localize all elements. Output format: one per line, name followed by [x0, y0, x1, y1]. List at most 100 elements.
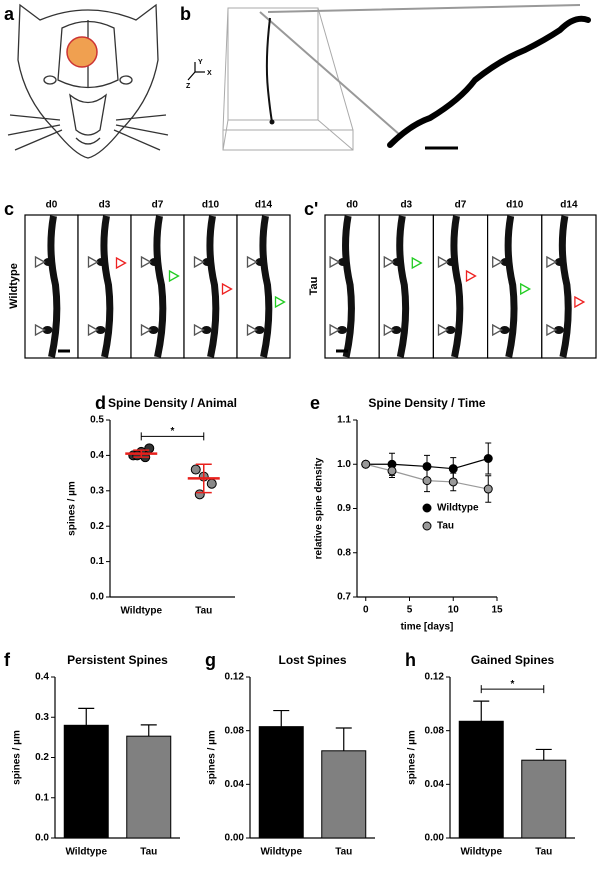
data-point — [448, 477, 458, 487]
panel-label: f — [4, 650, 11, 670]
data-point — [483, 484, 493, 494]
arrowhead — [221, 282, 233, 296]
y-tick-label: 0.1 — [90, 556, 104, 567]
arrowhead — [140, 323, 152, 337]
arrowhead — [87, 323, 99, 337]
day-label: d10 — [202, 200, 220, 211]
significance-bracket — [480, 685, 545, 694]
chart-title: Gained Spines — [471, 653, 555, 667]
day-label: d14 — [255, 200, 273, 211]
y-axis-label: relative spine density — [314, 457, 325, 559]
y-tick-label: 0.04 — [225, 779, 245, 790]
arrowhead — [411, 256, 423, 270]
y-tick-label: 0.4 — [35, 672, 49, 683]
spine — [553, 326, 564, 334]
spine — [554, 258, 565, 266]
x-tick-label: Wildtype — [120, 606, 162, 617]
soma — [269, 119, 275, 125]
y-tick-label: 0.08 — [425, 725, 445, 736]
neuron — [265, 17, 273, 123]
y-tick-label: 0.7 — [337, 592, 351, 603]
y-tick-label: 0.04 — [425, 779, 445, 790]
chart-title: Spine Density / Animal — [108, 396, 237, 410]
arrowhead — [437, 323, 449, 337]
error-bar — [78, 707, 95, 726]
error-bar — [473, 700, 490, 722]
dendrite — [342, 215, 355, 358]
dendrite — [504, 215, 518, 358]
day-label: d7 — [455, 200, 467, 211]
volume-box — [222, 4, 581, 151]
error-bar — [273, 709, 290, 727]
data-point — [132, 450, 143, 461]
spine — [149, 258, 160, 266]
y-tick-label: 0.12 — [225, 672, 245, 683]
data-point — [361, 459, 371, 469]
y-tick-label: 0.5 — [90, 415, 104, 426]
y-tick-label: 0.2 — [35, 752, 49, 763]
legend-marker — [422, 521, 432, 531]
row-label: Wildtype — [8, 263, 20, 309]
chart-title: Lost Spines — [278, 653, 346, 667]
spine — [391, 326, 402, 334]
x-tick-label: 0 — [363, 605, 369, 616]
arrowhead — [115, 256, 127, 270]
dendrite — [259, 215, 273, 358]
dendrite-zoom — [387, 15, 591, 148]
panel-label: h — [405, 650, 416, 670]
arrowhead — [329, 323, 341, 337]
spine — [201, 326, 212, 334]
data-point — [206, 478, 217, 489]
spine — [337, 326, 348, 334]
imaging-window — [66, 36, 98, 68]
dendrite — [558, 215, 572, 358]
arrowhead — [546, 323, 558, 337]
data-point — [483, 453, 493, 463]
y-tick-label: 0.3 — [35, 712, 49, 723]
bar — [126, 735, 172, 839]
day-label: d3 — [99, 200, 111, 211]
y-axis-label: spines / µm — [407, 730, 418, 785]
data-point — [422, 476, 432, 486]
arrowhead — [246, 323, 258, 337]
data-point — [194, 489, 205, 500]
day-label: d7 — [152, 200, 164, 211]
arrowhead — [574, 295, 586, 309]
arrowhead — [140, 255, 152, 269]
x-tick-label: Wildtype — [260, 847, 302, 858]
bar — [321, 750, 367, 839]
x-tick-label: Wildtype — [460, 847, 502, 858]
panel-label: a — [4, 4, 15, 24]
arrowhead — [246, 255, 258, 269]
x-axis-label: time [days] — [401, 622, 454, 633]
arrowhead — [520, 282, 532, 296]
y-axis-label: spines / µm — [67, 481, 78, 536]
data-point — [144, 443, 155, 454]
spine — [254, 326, 265, 334]
spine — [446, 258, 457, 266]
arrowhead — [465, 269, 477, 283]
x-tick-label: Tau — [195, 606, 212, 617]
panel-label: g — [205, 650, 216, 670]
x-tick-label: Wildtype — [65, 847, 107, 858]
spine — [96, 258, 107, 266]
day-label: d14 — [560, 200, 578, 211]
arrowhead — [274, 295, 286, 309]
spine — [445, 326, 456, 334]
axis-y: Y — [198, 59, 203, 66]
dendrite — [47, 215, 61, 358]
arrowhead — [546, 255, 558, 269]
arrowhead — [437, 255, 449, 269]
x-tick-label: 5 — [407, 605, 413, 616]
spine — [43, 258, 54, 266]
panel-label: c — [4, 199, 14, 219]
day-label: d0 — [346, 200, 358, 211]
spine — [338, 258, 349, 266]
y-tick-label: 0.00 — [425, 833, 445, 844]
y-tick-label: 0.0 — [90, 592, 104, 603]
axis-icon — [187, 62, 205, 81]
axis-x: X — [207, 70, 212, 77]
spine — [500, 258, 511, 266]
y-tick-label: 0.00 — [225, 833, 245, 844]
y-tick-label: 0.9 — [337, 503, 351, 514]
